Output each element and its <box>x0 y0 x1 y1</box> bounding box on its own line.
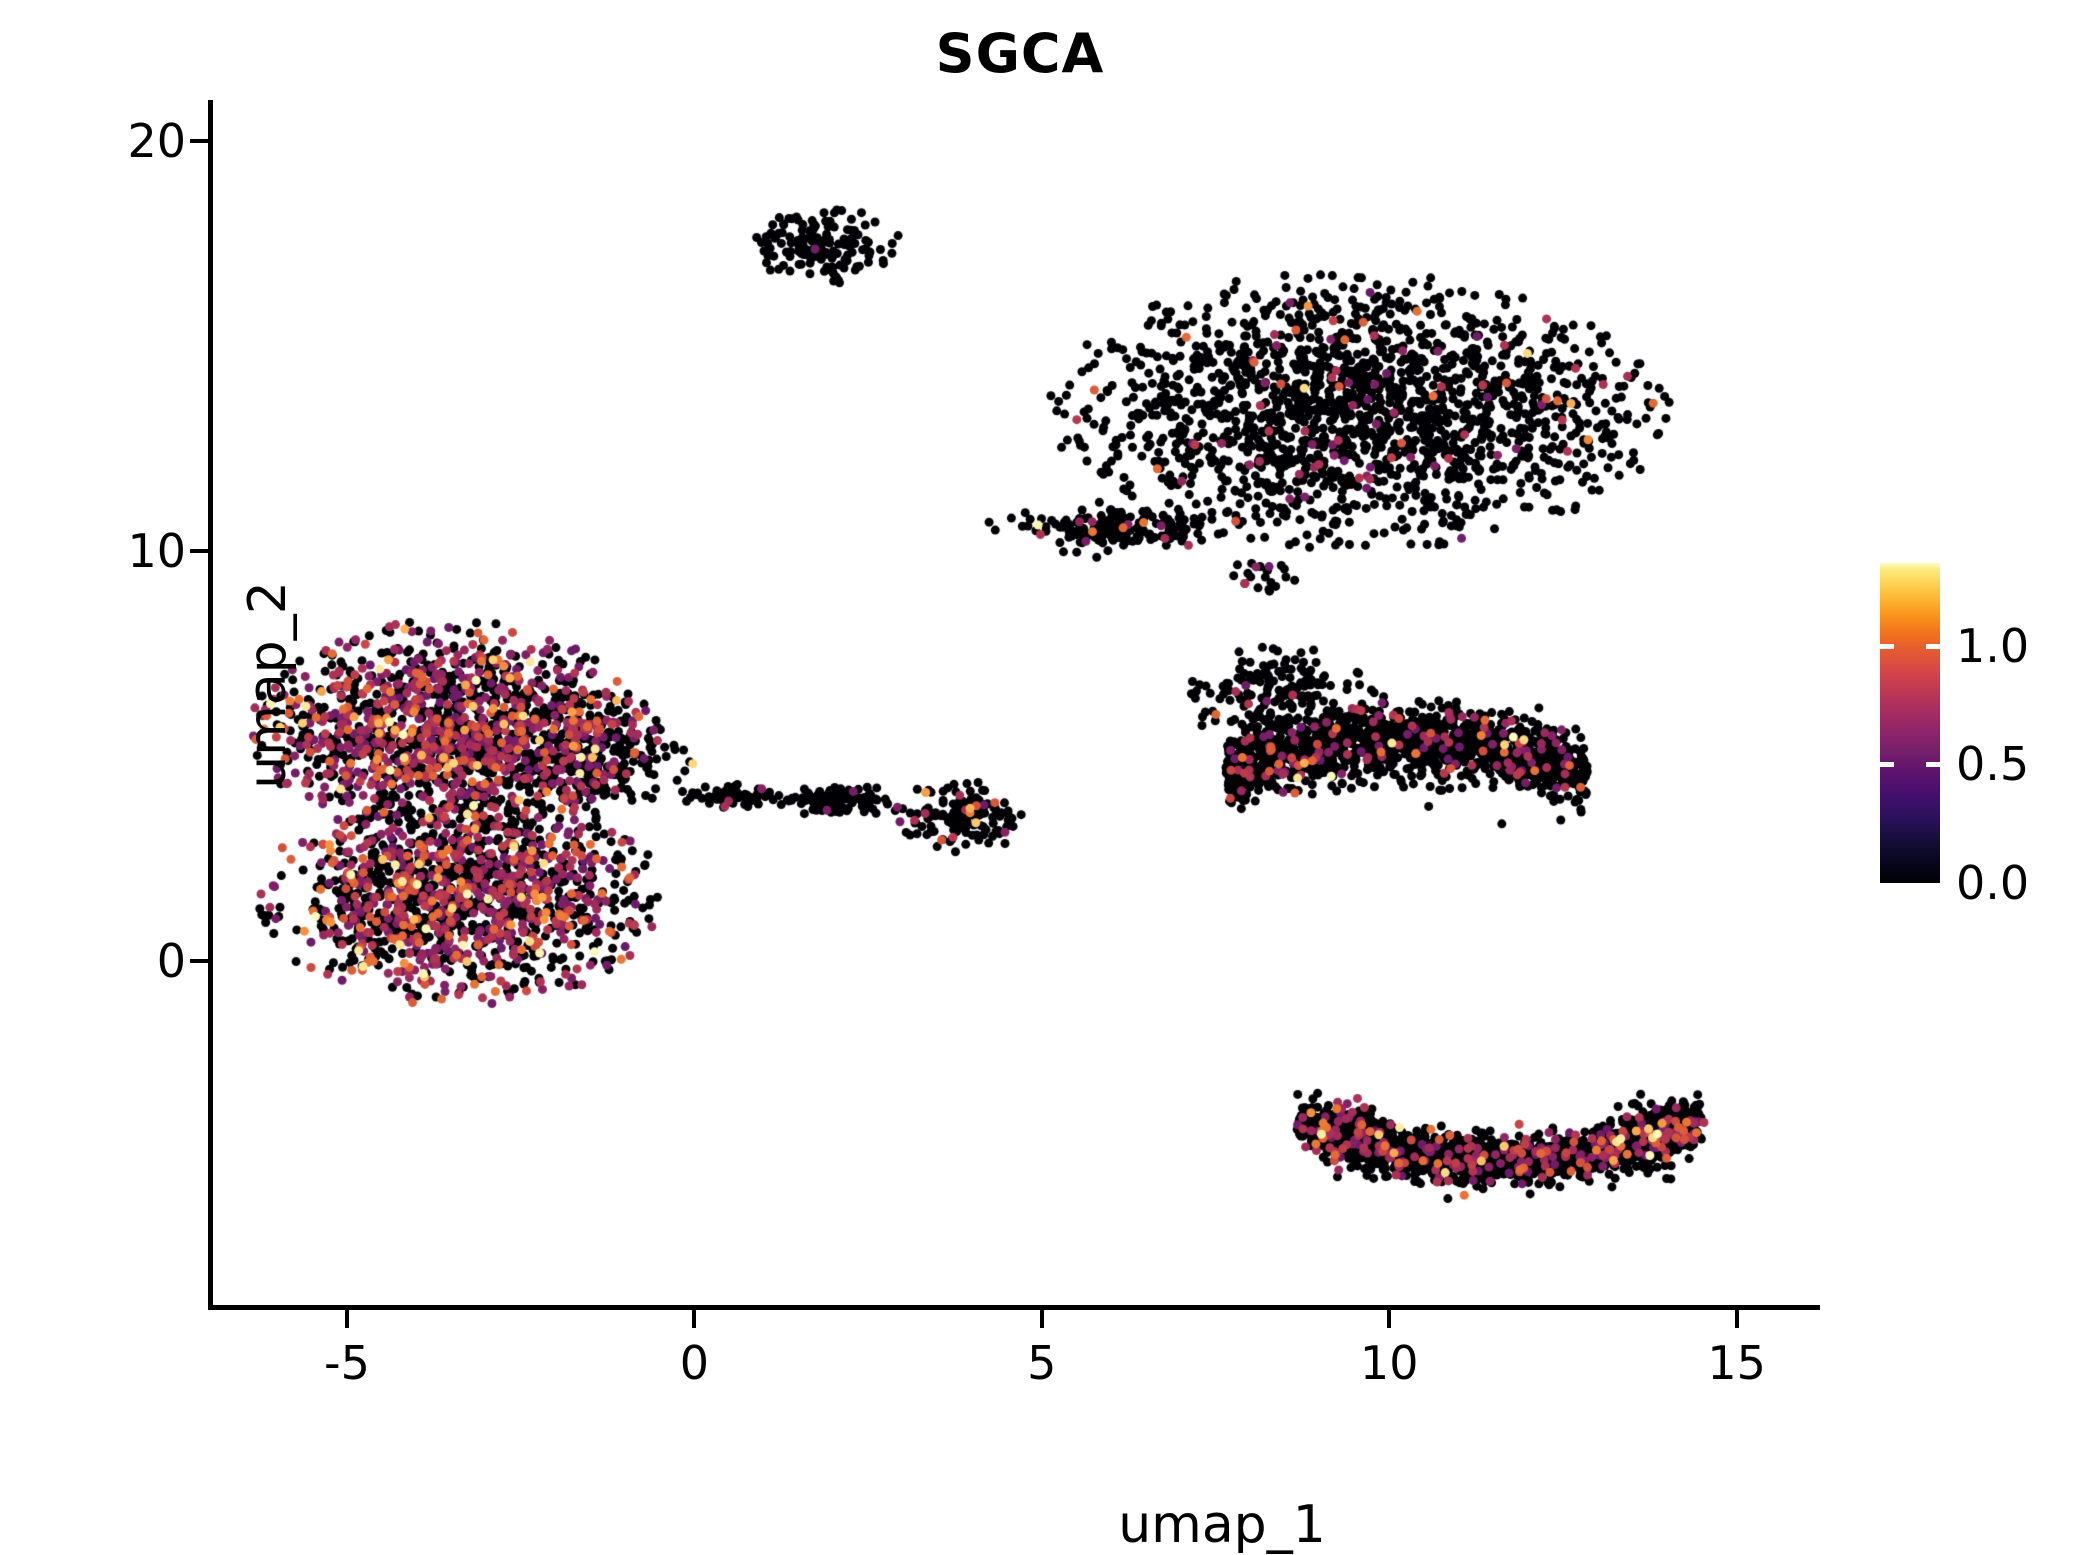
plot-axes: -5 0 5 10 15 0 10 20 umap_1 umap_2 <box>127 100 1820 1555</box>
x-tick-label: -5 <box>324 1336 370 1390</box>
x-tick-mark <box>1734 1310 1739 1328</box>
x-tick-label: 0 <box>679 1336 710 1390</box>
page-title: SGCA <box>935 22 1105 85</box>
y-tick-label: 20 <box>127 114 186 169</box>
axis-spine-bottom <box>208 1305 1820 1310</box>
x-tick-label: 15 <box>1707 1336 1766 1390</box>
y-tick-mark <box>190 959 208 964</box>
x-tick-mark <box>344 1310 349 1328</box>
y-tick-label: 0 <box>156 934 186 989</box>
y-tick-mark <box>190 139 208 144</box>
y-tick-label: 10 <box>127 524 186 579</box>
scatter-plot-area <box>208 100 1820 1310</box>
scatter-points-canvas <box>208 100 1820 1310</box>
x-tick-mark <box>1387 1310 1392 1328</box>
colorbar-gradient <box>1880 563 1940 883</box>
x-tick-mark <box>692 1310 697 1328</box>
colorbar-tick-label: 1.0 <box>1956 618 2030 673</box>
x-tick-mark <box>1039 1310 1044 1328</box>
colorbar-tick-mark <box>1880 762 1940 768</box>
colorbar-tick-label: 0.5 <box>1956 737 2030 792</box>
y-axis-label: umap_2 <box>238 581 298 789</box>
x-tick-label: 10 <box>1359 1336 1419 1390</box>
colorbar-tick-mark <box>1880 643 1940 649</box>
x-tick-label: 5 <box>1027 1336 1057 1390</box>
colorbar: 0.0 0.5 1.0 <box>1880 563 2080 909</box>
figure-root: SGCA -5 0 5 10 15 0 10 20 umap_1 umap_2 0.0 0.5… <box>127 22 2080 1555</box>
axis-spine-left <box>208 100 213 1310</box>
colorbar-tick-label: 0.0 <box>1956 856 2030 910</box>
x-axis-label: umap_1 <box>1118 1495 1326 1555</box>
y-tick-mark <box>190 549 208 554</box>
